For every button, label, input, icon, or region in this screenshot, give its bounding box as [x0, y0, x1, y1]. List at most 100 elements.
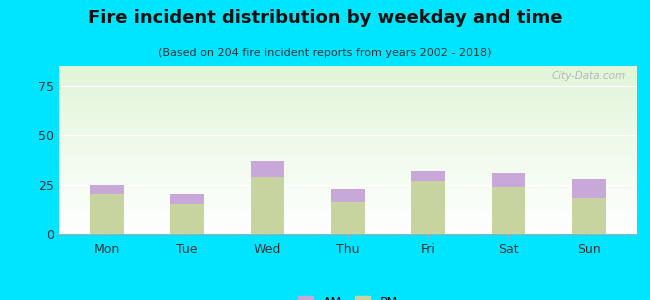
- Bar: [58, 183, 637, 184]
- Bar: [58, 233, 637, 234]
- Bar: [58, 66, 637, 67]
- Bar: [58, 208, 637, 209]
- Bar: [58, 168, 637, 169]
- Bar: [58, 126, 637, 127]
- Legend: AM, PM: AM, PM: [292, 291, 403, 300]
- Bar: [58, 223, 637, 224]
- Bar: [58, 175, 637, 176]
- Text: (Based on 204 fire incident reports from years 2002 - 2018): (Based on 204 fire incident reports from…: [158, 48, 492, 58]
- Bar: [58, 100, 637, 101]
- Bar: [58, 217, 637, 218]
- Bar: [58, 105, 637, 106]
- Bar: [58, 170, 637, 171]
- Bar: [58, 96, 637, 97]
- Bar: [58, 174, 637, 175]
- Bar: [58, 216, 637, 217]
- Bar: [58, 134, 637, 135]
- Bar: [58, 140, 637, 141]
- Bar: [58, 117, 637, 118]
- Bar: [58, 75, 637, 76]
- Bar: [58, 182, 637, 183]
- Bar: [58, 230, 637, 231]
- Bar: [58, 109, 637, 110]
- Bar: [58, 213, 637, 214]
- Bar: [58, 98, 637, 99]
- Bar: [58, 142, 637, 143]
- Bar: [58, 219, 637, 220]
- Bar: [58, 225, 637, 226]
- Bar: [58, 135, 637, 136]
- Bar: [331, 202, 365, 234]
- Bar: [58, 164, 637, 165]
- Bar: [411, 171, 445, 181]
- Bar: [58, 178, 637, 179]
- Bar: [58, 120, 637, 121]
- Bar: [58, 141, 637, 142]
- Bar: [58, 197, 637, 198]
- Bar: [58, 101, 637, 102]
- Bar: [572, 198, 606, 234]
- Bar: [90, 184, 124, 194]
- Bar: [58, 97, 637, 98]
- Bar: [58, 108, 637, 109]
- Bar: [58, 203, 637, 204]
- Bar: [58, 125, 637, 126]
- Bar: [58, 159, 637, 160]
- Bar: [58, 222, 637, 223]
- Bar: [58, 231, 637, 232]
- Bar: [58, 184, 637, 185]
- Bar: [58, 92, 637, 93]
- Bar: [58, 196, 637, 197]
- Bar: [58, 214, 637, 215]
- Bar: [58, 173, 637, 174]
- Bar: [58, 149, 637, 150]
- Bar: [58, 155, 637, 156]
- Bar: [58, 151, 637, 152]
- Bar: [58, 118, 637, 119]
- Bar: [58, 199, 637, 200]
- Bar: [58, 133, 637, 134]
- Bar: [58, 146, 637, 147]
- Bar: [58, 145, 637, 146]
- Bar: [58, 212, 637, 213]
- Bar: [58, 226, 637, 227]
- Bar: [58, 167, 637, 168]
- Bar: [58, 89, 637, 90]
- Bar: [58, 229, 637, 230]
- Bar: [58, 110, 637, 111]
- Bar: [58, 91, 637, 92]
- Bar: [58, 160, 637, 161]
- Bar: [58, 150, 637, 151]
- Bar: [58, 171, 637, 172]
- Bar: [58, 209, 637, 210]
- Bar: [58, 194, 637, 195]
- Bar: [58, 177, 637, 178]
- Bar: [58, 206, 637, 207]
- Bar: [58, 99, 637, 100]
- Bar: [58, 207, 637, 208]
- Bar: [58, 88, 637, 89]
- Bar: [58, 131, 637, 132]
- Bar: [58, 130, 637, 131]
- Bar: [58, 94, 637, 95]
- Bar: [58, 114, 637, 115]
- Bar: [58, 221, 637, 222]
- Bar: [58, 106, 637, 107]
- Bar: [58, 119, 637, 120]
- Bar: [58, 79, 637, 80]
- Bar: [58, 129, 637, 130]
- Bar: [58, 139, 637, 140]
- Bar: [58, 162, 637, 163]
- Bar: [411, 181, 445, 234]
- Bar: [58, 76, 637, 77]
- Bar: [58, 163, 637, 164]
- Bar: [58, 180, 637, 181]
- Bar: [58, 144, 637, 145]
- Bar: [58, 192, 637, 193]
- Bar: [58, 68, 637, 69]
- Bar: [58, 103, 637, 104]
- Bar: [58, 186, 637, 187]
- Bar: [58, 198, 637, 199]
- Bar: [58, 136, 637, 137]
- Bar: [491, 187, 525, 234]
